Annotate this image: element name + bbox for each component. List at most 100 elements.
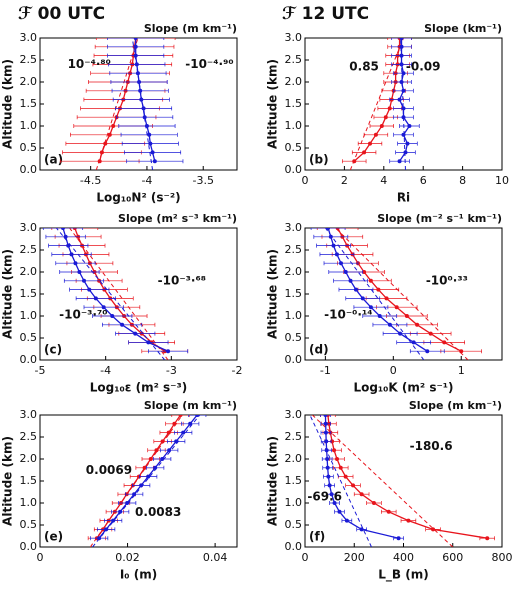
data-point [324, 439, 329, 444]
data-point [399, 44, 404, 49]
plot-area [42, 228, 189, 360]
x-tick-label: 1 [458, 364, 465, 377]
data-point [323, 430, 328, 435]
y-tick-label: 0.5 [20, 141, 38, 154]
y-tick-label: 2.0 [20, 265, 38, 278]
data-point [397, 97, 402, 102]
y-tick-label: 1.0 [20, 119, 38, 132]
fit-line [312, 415, 454, 547]
y-tick-label: 2.5 [285, 53, 303, 66]
x-tick-label: -1 [320, 364, 331, 377]
x-tick-label: 0.02 [115, 551, 140, 564]
data-point [327, 483, 332, 488]
data-point [323, 421, 328, 426]
data-point [60, 228, 65, 230]
data-point [146, 474, 151, 479]
data-point [135, 71, 140, 76]
data-point [329, 492, 334, 497]
data-point [326, 474, 331, 479]
panel-title: Slope (m⁻² s⁻¹ km⁻¹) [377, 212, 502, 225]
data-point [87, 287, 92, 292]
fit-line [89, 415, 183, 547]
y-tick-label: 0.5 [20, 518, 38, 531]
y-axis-label: Altitude (km) [266, 59, 280, 149]
y-tick-label: 1.5 [20, 97, 38, 110]
y-tick-label: 2.0 [20, 75, 38, 88]
fit-line [69, 228, 169, 360]
data-point [142, 465, 147, 470]
y-tick-label: 2.0 [20, 452, 38, 465]
data-point [63, 234, 68, 239]
data-point [110, 314, 115, 318]
x-tick-label: -2 [232, 364, 243, 377]
x-tick-label: 8 [459, 174, 466, 187]
data-point [403, 150, 408, 155]
y-tick-label: 3.0 [20, 221, 38, 234]
y-tick-label: 0.0 [20, 353, 38, 366]
data-point [111, 124, 116, 128]
data-point [107, 132, 112, 137]
error-bar [310, 228, 346, 230]
y-tick-label: 0.5 [285, 518, 303, 531]
y-tick-label: 2.0 [285, 265, 303, 278]
error-bar [95, 38, 176, 40]
data-point [166, 430, 171, 435]
data-point [383, 115, 388, 120]
data-point [137, 80, 142, 84]
x-tick-label: -5 [35, 364, 46, 377]
slope-annotation: -10⁻³·⁷⁰ [59, 308, 107, 322]
y-tick-label: 2.0 [285, 75, 303, 88]
y-tick-label: 3.0 [20, 31, 38, 44]
data-point [387, 106, 392, 111]
fit-line [56, 228, 166, 360]
data-point [405, 141, 410, 146]
error-bar [188, 415, 207, 417]
y-tick-label: 0.0 [285, 353, 303, 366]
data-point [360, 296, 365, 301]
data-point [401, 71, 406, 76]
data-point [411, 340, 416, 345]
x-tick-label: 6 [420, 174, 427, 187]
data-point [81, 278, 86, 283]
y-tick-label: 1.5 [20, 287, 38, 300]
x-tick-label: 0.04 [203, 551, 228, 564]
data-point [344, 518, 349, 523]
y-tick-label: 1.5 [20, 474, 38, 487]
plot-area [342, 38, 420, 170]
data-point [459, 349, 464, 354]
data-point [111, 518, 116, 523]
x-tick-label: 2 [341, 174, 348, 187]
y-tick-label: 1.0 [285, 309, 303, 322]
data-point [150, 150, 155, 155]
data-point [343, 270, 348, 274]
data-point [394, 305, 399, 310]
data-point [335, 457, 340, 461]
plot-area [87, 415, 207, 547]
x-tick-label: -4 [141, 174, 152, 187]
plot-frame [39, 414, 238, 548]
y-tick-label: 0.5 [285, 141, 303, 154]
data-point [425, 349, 430, 354]
panel-label: (f) [309, 530, 325, 544]
y-tick-label: 2.5 [20, 430, 38, 443]
panel-title: Slope (m km⁻¹) [409, 399, 502, 412]
fit-line [324, 228, 425, 360]
x-tick-label: 0 [302, 174, 309, 187]
data-point [379, 124, 384, 128]
data-point [178, 415, 183, 417]
data-point [339, 261, 344, 266]
x-tick-label: -3 [166, 364, 177, 377]
x-tick-label: -4 [100, 364, 111, 377]
y-tick-label: 0.0 [20, 163, 38, 176]
y-tick-label: 2.0 [285, 452, 303, 465]
y-tick-label: 2.5 [285, 243, 303, 256]
y-tick-label: 1.5 [285, 97, 303, 110]
fit-line [131, 38, 154, 170]
data-point [442, 340, 447, 345]
x-tick-label: 0 [302, 551, 309, 564]
data-point [103, 141, 108, 146]
data-point [401, 106, 406, 111]
x-tick-label: 10 [495, 174, 509, 187]
data-point [404, 314, 409, 318]
